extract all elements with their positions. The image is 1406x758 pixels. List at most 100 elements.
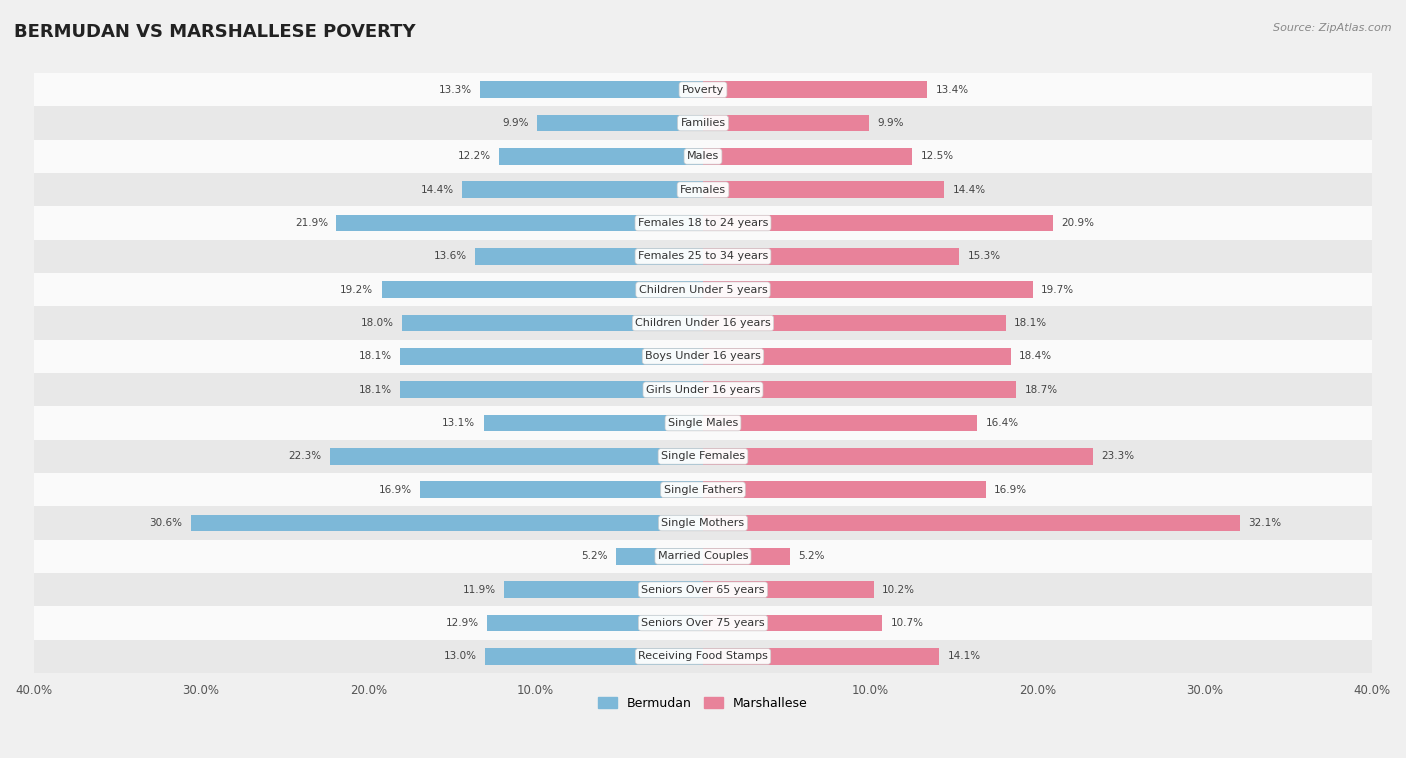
Text: 13.1%: 13.1% — [443, 418, 475, 428]
Bar — [381, 281, 703, 298]
Bar — [703, 615, 882, 631]
Bar — [703, 481, 986, 498]
Bar — [34, 440, 1372, 473]
Bar — [34, 473, 1372, 506]
Bar — [34, 206, 1372, 240]
Bar — [401, 381, 703, 398]
Text: 18.1%: 18.1% — [1014, 318, 1047, 328]
Bar — [34, 173, 1372, 206]
Bar — [34, 73, 1372, 106]
Bar — [499, 148, 703, 164]
Text: BERMUDAN VS MARSHALLESE POVERTY: BERMUDAN VS MARSHALLESE POVERTY — [14, 23, 416, 41]
Text: 13.3%: 13.3% — [439, 85, 472, 95]
Bar — [34, 640, 1372, 673]
Text: 14.1%: 14.1% — [948, 651, 980, 662]
Text: 13.0%: 13.0% — [444, 651, 477, 662]
Bar — [34, 139, 1372, 173]
Bar — [34, 106, 1372, 139]
Text: 12.9%: 12.9% — [446, 618, 478, 628]
Text: 19.2%: 19.2% — [340, 285, 374, 295]
Text: 20.9%: 20.9% — [1062, 218, 1094, 228]
Bar — [34, 573, 1372, 606]
Text: 10.2%: 10.2% — [882, 584, 915, 595]
Bar — [401, 348, 703, 365]
Text: 32.1%: 32.1% — [1249, 518, 1282, 528]
Text: Boys Under 16 years: Boys Under 16 years — [645, 352, 761, 362]
Text: Children Under 16 years: Children Under 16 years — [636, 318, 770, 328]
Text: 18.4%: 18.4% — [1019, 352, 1053, 362]
Bar — [703, 515, 1240, 531]
Bar — [191, 515, 703, 531]
Text: 12.2%: 12.2% — [457, 152, 491, 161]
Bar — [475, 248, 703, 265]
Text: Males: Males — [688, 152, 718, 161]
Bar — [616, 548, 703, 565]
Bar — [703, 415, 977, 431]
Text: Single Males: Single Males — [668, 418, 738, 428]
Bar — [34, 606, 1372, 640]
Text: 5.2%: 5.2% — [581, 551, 607, 562]
Bar — [703, 81, 928, 98]
Bar — [503, 581, 703, 598]
Bar — [703, 648, 939, 665]
Bar — [703, 281, 1032, 298]
Text: Females: Females — [681, 185, 725, 195]
Text: Females 25 to 34 years: Females 25 to 34 years — [638, 252, 768, 262]
Text: Single Females: Single Females — [661, 452, 745, 462]
Text: 18.7%: 18.7% — [1025, 385, 1057, 395]
Text: 14.4%: 14.4% — [420, 185, 454, 195]
Bar — [402, 315, 703, 331]
Text: 13.4%: 13.4% — [935, 85, 969, 95]
Text: 18.0%: 18.0% — [360, 318, 394, 328]
Text: 13.6%: 13.6% — [434, 252, 467, 262]
Text: Married Couples: Married Couples — [658, 551, 748, 562]
Legend: Bermudan, Marshallese: Bermudan, Marshallese — [593, 691, 813, 715]
Bar — [34, 240, 1372, 273]
Bar — [537, 114, 703, 131]
Text: 21.9%: 21.9% — [295, 218, 328, 228]
Bar — [34, 340, 1372, 373]
Text: Single Fathers: Single Fathers — [664, 484, 742, 495]
Bar — [703, 148, 912, 164]
Bar — [34, 540, 1372, 573]
Bar — [463, 181, 703, 198]
Text: 10.7%: 10.7% — [890, 618, 924, 628]
Text: 18.1%: 18.1% — [359, 352, 392, 362]
Text: 16.4%: 16.4% — [986, 418, 1019, 428]
Bar — [485, 648, 703, 665]
Text: Girls Under 16 years: Girls Under 16 years — [645, 385, 761, 395]
Text: Seniors Over 65 years: Seniors Over 65 years — [641, 584, 765, 595]
Text: 19.7%: 19.7% — [1040, 285, 1074, 295]
Bar — [703, 348, 1011, 365]
Text: 14.4%: 14.4% — [952, 185, 986, 195]
Bar — [703, 581, 873, 598]
Text: Receiving Food Stamps: Receiving Food Stamps — [638, 651, 768, 662]
Bar — [486, 615, 703, 631]
Bar — [703, 548, 790, 565]
Text: 9.9%: 9.9% — [877, 118, 904, 128]
Bar — [34, 406, 1372, 440]
Bar — [336, 215, 703, 231]
Bar — [703, 315, 1005, 331]
Bar — [420, 481, 703, 498]
Text: 16.9%: 16.9% — [378, 484, 412, 495]
Bar — [703, 381, 1017, 398]
Text: 23.3%: 23.3% — [1101, 452, 1135, 462]
Text: Children Under 5 years: Children Under 5 years — [638, 285, 768, 295]
Text: Seniors Over 75 years: Seniors Over 75 years — [641, 618, 765, 628]
Bar — [34, 273, 1372, 306]
Text: 30.6%: 30.6% — [149, 518, 183, 528]
Bar — [703, 248, 959, 265]
Bar — [703, 215, 1053, 231]
Bar — [703, 181, 943, 198]
Bar — [703, 448, 1092, 465]
Bar — [34, 506, 1372, 540]
Text: Females 18 to 24 years: Females 18 to 24 years — [638, 218, 768, 228]
Text: 15.3%: 15.3% — [967, 252, 1001, 262]
Text: Poverty: Poverty — [682, 85, 724, 95]
Text: Families: Families — [681, 118, 725, 128]
Bar — [34, 306, 1372, 340]
Text: 5.2%: 5.2% — [799, 551, 825, 562]
Text: 11.9%: 11.9% — [463, 584, 495, 595]
Bar — [703, 114, 869, 131]
